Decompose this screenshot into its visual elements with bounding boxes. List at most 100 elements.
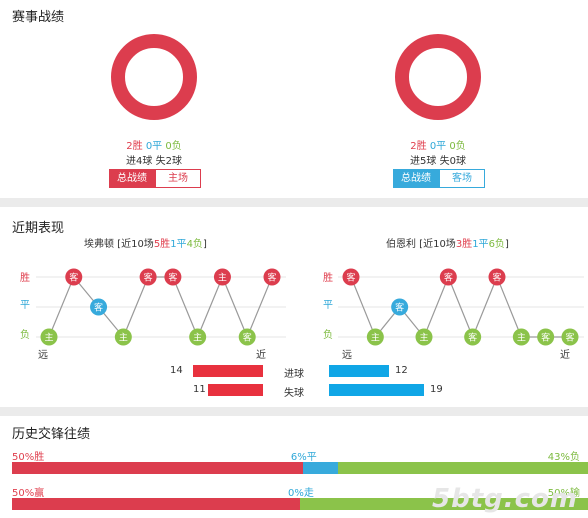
hist-row2-loss-bar (300, 498, 588, 510)
goals-against-label: 失球 (284, 388, 304, 399)
left-ylabel-win: 胜 (20, 273, 30, 284)
left-head-l: 4负 (186, 239, 203, 250)
left-match-venue-6: 客 (168, 272, 177, 284)
right-team-name: 伯恩利 (386, 239, 416, 250)
left-match-point-10 (263, 268, 281, 286)
right-team-header: 伯恩利 [近10场3胜1平6负] (386, 235, 509, 250)
tab-total-record[interactable]: 总战绩 (109, 169, 155, 188)
hist-row1-loss-bar (337, 462, 588, 474)
right-match-venue-9: 客 (541, 332, 550, 344)
right-record-donut (395, 34, 481, 120)
tab-away[interactable]: 客场 (439, 169, 485, 188)
left-team-name: 埃弗顿 (84, 239, 114, 250)
history-title: 历史交锋往绩 (12, 427, 91, 442)
right-goals: 进5球 失0球 (410, 156, 466, 167)
left-match-point-2 (65, 268, 83, 286)
hist-row2-win-bar (12, 498, 300, 510)
right-ylabel-loss: 负 (323, 330, 333, 341)
left-match-venue-1: 主 (44, 332, 53, 344)
right-match-point-8 (512, 328, 530, 346)
left-form-line (48, 275, 273, 339)
right-match-venue-8: 主 (517, 332, 526, 344)
right-match-venue-5: 客 (444, 272, 453, 284)
right-ylabel-draw: 平 (323, 300, 333, 311)
right-near-label: 近 (560, 350, 570, 361)
record-title: 赛事战绩 (12, 10, 65, 25)
hist-row1-left: 50%胜 (12, 452, 45, 463)
left-match-venue-4: 主 (119, 332, 128, 344)
right-match-venue-1: 客 (346, 272, 355, 284)
hist-row2-right: 50%输 (547, 488, 580, 499)
right-ylabel-win: 胜 (323, 273, 333, 284)
left-match-venue-9: 客 (243, 332, 252, 344)
goals-for-label: 进球 (284, 369, 304, 380)
right-match-point-3 (391, 298, 409, 316)
right-match-venue-7: 客 (492, 272, 501, 284)
right-head-pre: [近10场 (416, 239, 456, 250)
left-match-venue-3: 客 (94, 302, 103, 314)
right-head-w: 3胜 (455, 239, 473, 250)
left-goals-against-value: 11 (193, 384, 206, 395)
recent-title: 近期表现 (12, 221, 65, 236)
right-match-point-6 (464, 328, 482, 346)
left-match-point-4 (114, 328, 132, 346)
hist-row1-mid: 6%平 (290, 452, 317, 463)
left-goals: 进4球 失2球 (126, 156, 182, 167)
right-match-venue-2: 主 (371, 332, 380, 344)
left-team-header: 埃弗顿 [近10场5胜1平4负] (84, 235, 207, 250)
left-match-point-6 (164, 268, 182, 286)
left-record-donut (111, 34, 197, 120)
left-donut-ring (111, 34, 197, 120)
right-match-point-1 (342, 268, 360, 286)
right-match-venue-6: 客 (468, 332, 477, 344)
left-head-d: 1平 (170, 239, 187, 250)
left-match-venue-10: 客 (267, 272, 276, 284)
right-tabs: 总战绩 客场 (393, 169, 485, 188)
hist-row1-draw-bar (302, 462, 338, 474)
left-goals-for-bar (193, 365, 263, 377)
right-match-point-9 (537, 328, 555, 346)
right-wdl: 2胜 0平 0负 (368, 137, 508, 152)
right-donut-ring (395, 34, 481, 120)
right-head-d: 1平 (472, 239, 489, 250)
hist-row2-left: 50%赢 (12, 488, 45, 499)
left-head-post: ] (202, 239, 207, 250)
right-match-point-2 (366, 328, 384, 346)
right-form-chart: 客主客主客客客主客客 (338, 268, 584, 346)
right-match-point-10 (561, 328, 579, 346)
right-draw: 0平 (429, 141, 447, 152)
left-far-label: 远 (38, 350, 48, 361)
left-win: 2胜 (126, 141, 143, 152)
record-panel: 赛事战绩 2胜 0平 0负 进4球 失2球 总战绩 主场 2胜 0平 0负 进5… (0, 0, 588, 198)
right-match-venue-4: 主 (419, 332, 428, 344)
right-match-venue-10: 客 (565, 332, 574, 344)
left-draw: 0平 (145, 141, 163, 152)
left-match-point-9 (238, 328, 256, 346)
right-goals-for-bar (329, 365, 389, 377)
left-ylabel-loss: 负 (20, 330, 30, 341)
left-match-point-8 (213, 268, 231, 286)
recent-panel: 近期表现 埃弗顿 [近10场5胜1平4负] 伯恩利 [近10场3胜1平6负] 胜… (0, 207, 588, 407)
left-head-pre: [近10场 (114, 239, 154, 250)
left-match-venue-5: 客 (144, 272, 153, 284)
tab-total-record-right[interactable]: 总战绩 (393, 169, 439, 188)
right-match-point-5 (439, 268, 457, 286)
site-watermark: 5btg.com (432, 484, 578, 514)
left-near-label: 近 (256, 350, 266, 361)
left-goals-against-bar (208, 384, 263, 396)
right-match-point-7 (488, 268, 506, 286)
history-panel: 历史交锋往绩 50%胜 6%平 43%负 50%赢 0%走 50%输 5btg.… (0, 416, 588, 518)
left-ylabel-draw: 平 (20, 300, 30, 311)
tab-home[interactable]: 主场 (155, 169, 201, 188)
right-form-line (350, 275, 570, 339)
right-goals-against-bar (329, 384, 424, 396)
right-loss: 0负 (449, 141, 466, 152)
left-match-venue-7: 主 (193, 332, 202, 344)
right-head-post: ] (504, 239, 509, 250)
hist-row1-win-bar (12, 462, 303, 474)
left-match-point-1 (40, 328, 58, 346)
right-match-point-4 (415, 328, 433, 346)
left-match-venue-2: 客 (69, 272, 78, 284)
left-wdl: 2胜 0平 0负 (84, 137, 224, 152)
